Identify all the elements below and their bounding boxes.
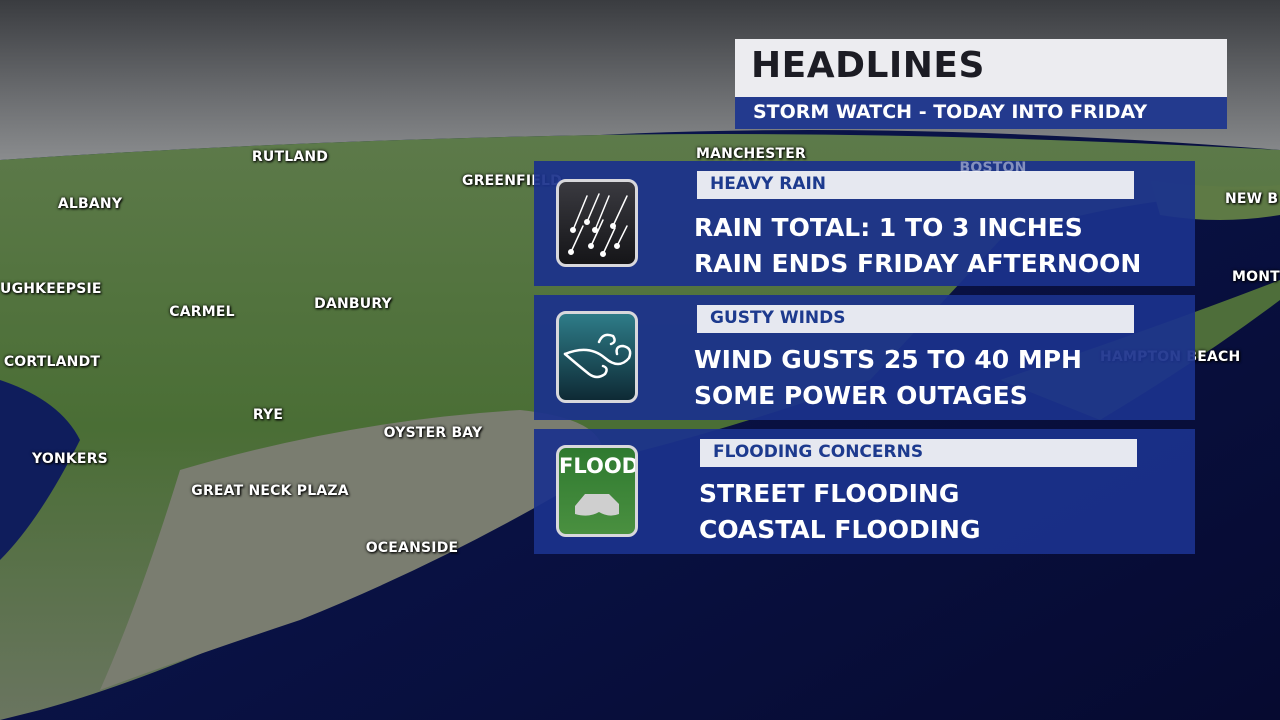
flooding-panel: FLOOD FLOODING CONCERNS STREET FLOODING …	[534, 429, 1195, 554]
map-label: OYSTER BAY	[383, 425, 483, 441]
map-label: DANBURY	[314, 296, 392, 312]
rain-end-text: RAIN ENDS FRIDAY AFTERNOON	[694, 249, 1142, 278]
gusty-winds-tag: GUSTY WINDS	[697, 305, 1134, 333]
map-label: BOSTON	[959, 160, 1027, 176]
heavy-rain-icon	[556, 179, 638, 267]
map-label: UGHKEEPSIE	[0, 281, 102, 297]
map-label: MONT	[1232, 269, 1280, 285]
map-label: CORTLANDT	[3, 354, 101, 370]
map-label: OCEANSIDE	[365, 540, 459, 556]
subtitle-bar: STORM WATCH - TODAY INTO FRIDAY	[735, 97, 1227, 129]
tag-label: HEAVY RAIN	[710, 174, 827, 194]
map-label: ALBANY	[57, 196, 123, 212]
map-label: RYE	[252, 407, 284, 423]
flood-icon: FLOOD	[556, 445, 638, 537]
tag-label: GUSTY WINDS	[710, 308, 846, 328]
coastal-flooding-text: COASTAL FLOODING	[699, 515, 981, 544]
flood-icon-text: FLOOD	[559, 454, 638, 478]
map-label: NEW B	[1225, 191, 1279, 207]
heavy-rain-tag: HEAVY RAIN	[697, 171, 1134, 199]
headlines-title-bar: HEADLINES	[735, 39, 1227, 97]
flooding-tag: FLOODING CONCERNS	[700, 439, 1137, 467]
subtitle: STORM WATCH - TODAY INTO FRIDAY	[753, 101, 1148, 123]
map-label: MANCHESTER	[695, 146, 807, 162]
tag-label: FLOODING CONCERNS	[713, 442, 924, 462]
map-label: YONKERS	[32, 451, 108, 467]
map-label: RUTLAND	[251, 149, 329, 165]
wind-icon	[556, 311, 638, 403]
map-label: GREAT NECK PLAZA	[191, 483, 349, 499]
gusty-winds-panel: GUSTY WINDS WIND GUSTS 25 TO 40 MPH SOME…	[534, 295, 1195, 420]
rain-total-text: RAIN TOTAL: 1 TO 3 INCHES	[694, 213, 1083, 242]
headlines-title: HEADLINES	[751, 45, 985, 86]
map-label: CARMEL	[169, 304, 235, 320]
power-outages-text: SOME POWER OUTAGES	[694, 381, 1028, 410]
heavy-rain-panel: HEAVY RAIN RAIN TOTAL: 1 TO 3 INCHES RAI…	[534, 161, 1195, 286]
wind-gusts-text: WIND GUSTS 25 TO 40 MPH	[694, 345, 1082, 374]
street-flooding-text: STREET FLOODING	[699, 479, 960, 508]
